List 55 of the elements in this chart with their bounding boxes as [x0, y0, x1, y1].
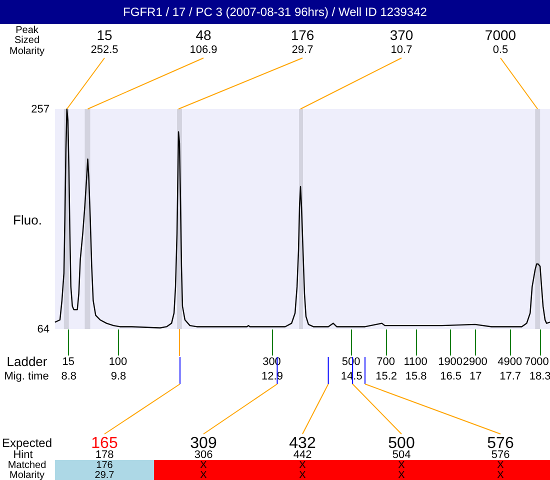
text: X [497, 460, 504, 471]
y-tick-label: 257 [31, 104, 50, 116]
text: 10.7 [390, 44, 412, 56]
x-tick-label: 15.2 [376, 370, 398, 382]
annotation: 48 [196, 27, 212, 43]
text: X [398, 460, 406, 471]
text: Hint [13, 449, 33, 461]
text: 7000 [524, 356, 549, 368]
text: X [497, 470, 504, 480]
x-tick-label: 17.7 [500, 370, 522, 382]
text: Molarity [9, 470, 45, 480]
line-series [54, 108, 550, 328]
text: X [200, 470, 208, 480]
y-tick-label: 64 [37, 324, 50, 336]
text: 252.5 [90, 44, 118, 56]
x-tick-label: 9.8 [110, 370, 126, 382]
text: Matched [8, 460, 46, 471]
text: 29.7 [292, 44, 314, 56]
text: 2900 [462, 356, 488, 368]
text: Expected [2, 436, 52, 450]
text: Sized [14, 35, 40, 46]
text: 504 [392, 449, 411, 461]
text: 178 [95, 449, 114, 461]
text: 0.5 [492, 44, 508, 56]
x-tick-label: 15.8 [405, 370, 427, 382]
text: 576 [491, 449, 510, 461]
x-tick-label: 16.5 [440, 370, 462, 382]
text: Molarity [9, 46, 45, 57]
text: X [299, 460, 306, 471]
text: 100 [108, 356, 128, 368]
text: 306 [194, 449, 213, 461]
text: 106.9 [190, 44, 218, 56]
text: 442 [293, 449, 312, 461]
y-axis-title: Fluo. [13, 212, 42, 228]
annotation: 176 [290, 27, 314, 43]
text: Ladder [6, 354, 48, 369]
text: X [200, 460, 208, 471]
annotation: 15 [96, 27, 112, 43]
x-tick-label: 8.8 [61, 370, 77, 382]
chart-title: FGFR1 / 17 / PC 3 (2007-08-31 96hrs) / Well ID 1239342 [123, 5, 428, 19]
text: 1900 [438, 356, 463, 368]
text: 700 [376, 356, 396, 368]
text: Peak [16, 25, 40, 36]
x-tick-label: 17 [469, 370, 482, 382]
text: X [398, 470, 406, 480]
text: 4900 [498, 356, 522, 368]
text: X [299, 470, 306, 480]
text: 15 [62, 356, 75, 368]
text: 1100 [404, 356, 428, 368]
text: 176 [96, 460, 114, 471]
x-tick-label: 18.3 [529, 370, 550, 382]
annotation: 7000 [484, 27, 516, 43]
text: 29.7 [94, 470, 115, 480]
annotation: 370 [390, 27, 414, 43]
x-axis-title: Mig. time [4, 370, 49, 382]
